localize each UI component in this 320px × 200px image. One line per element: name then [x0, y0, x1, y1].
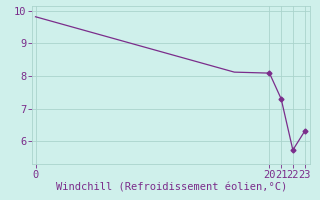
X-axis label: Windchill (Refroidissement éolien,°C): Windchill (Refroidissement éolien,°C) [56, 182, 287, 192]
